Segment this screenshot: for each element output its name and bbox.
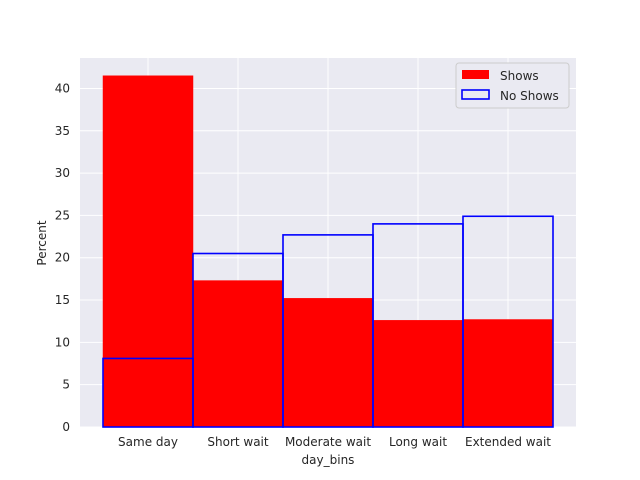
y-tick-label: 40: [55, 81, 70, 95]
y-tick-label: 15: [55, 293, 70, 307]
no-shows-bars: [102, 215, 554, 428]
y-tick-labels: 0 5 10 15 20 25 30 35 40: [55, 81, 70, 434]
y-tick-label: 0: [62, 420, 70, 434]
x-tick-label: Short wait: [207, 435, 269, 449]
x-tick-label: Extended wait: [465, 435, 551, 449]
x-tick-label: Moderate wait: [285, 435, 371, 449]
bar-shows: [282, 298, 374, 428]
y-tick-label: 30: [55, 166, 70, 180]
y-tick-label: 25: [55, 208, 70, 222]
legend-label-shows: Shows: [500, 69, 539, 83]
legend-swatch-shows: [462, 70, 489, 79]
y-tick-label: 10: [55, 335, 70, 349]
legend-swatch-no-shows: [461, 89, 490, 100]
bar-shows: [192, 280, 284, 428]
legend-label-no-shows: No Shows: [500, 89, 559, 103]
x-tick-labels: Same day Short wait Moderate wait Long wait…: [118, 435, 551, 449]
y-tick-label: 5: [62, 378, 70, 392]
shows-bars: [102, 75, 554, 428]
y-tick-label: 20: [55, 251, 70, 265]
legend: Shows No Shows: [455, 62, 570, 109]
y-axis-label: Percent: [35, 220, 49, 265]
y-tick-label: 35: [55, 124, 70, 138]
x-tick-label: Same day: [118, 435, 178, 449]
x-tick-label: Long wait: [389, 435, 447, 449]
bar-no-shows: [462, 215, 554, 428]
bar-shows: [372, 320, 464, 428]
bar-shows: [462, 319, 554, 428]
x-axis-label: day_bins: [302, 453, 355, 467]
bar-shows: [102, 75, 194, 428]
